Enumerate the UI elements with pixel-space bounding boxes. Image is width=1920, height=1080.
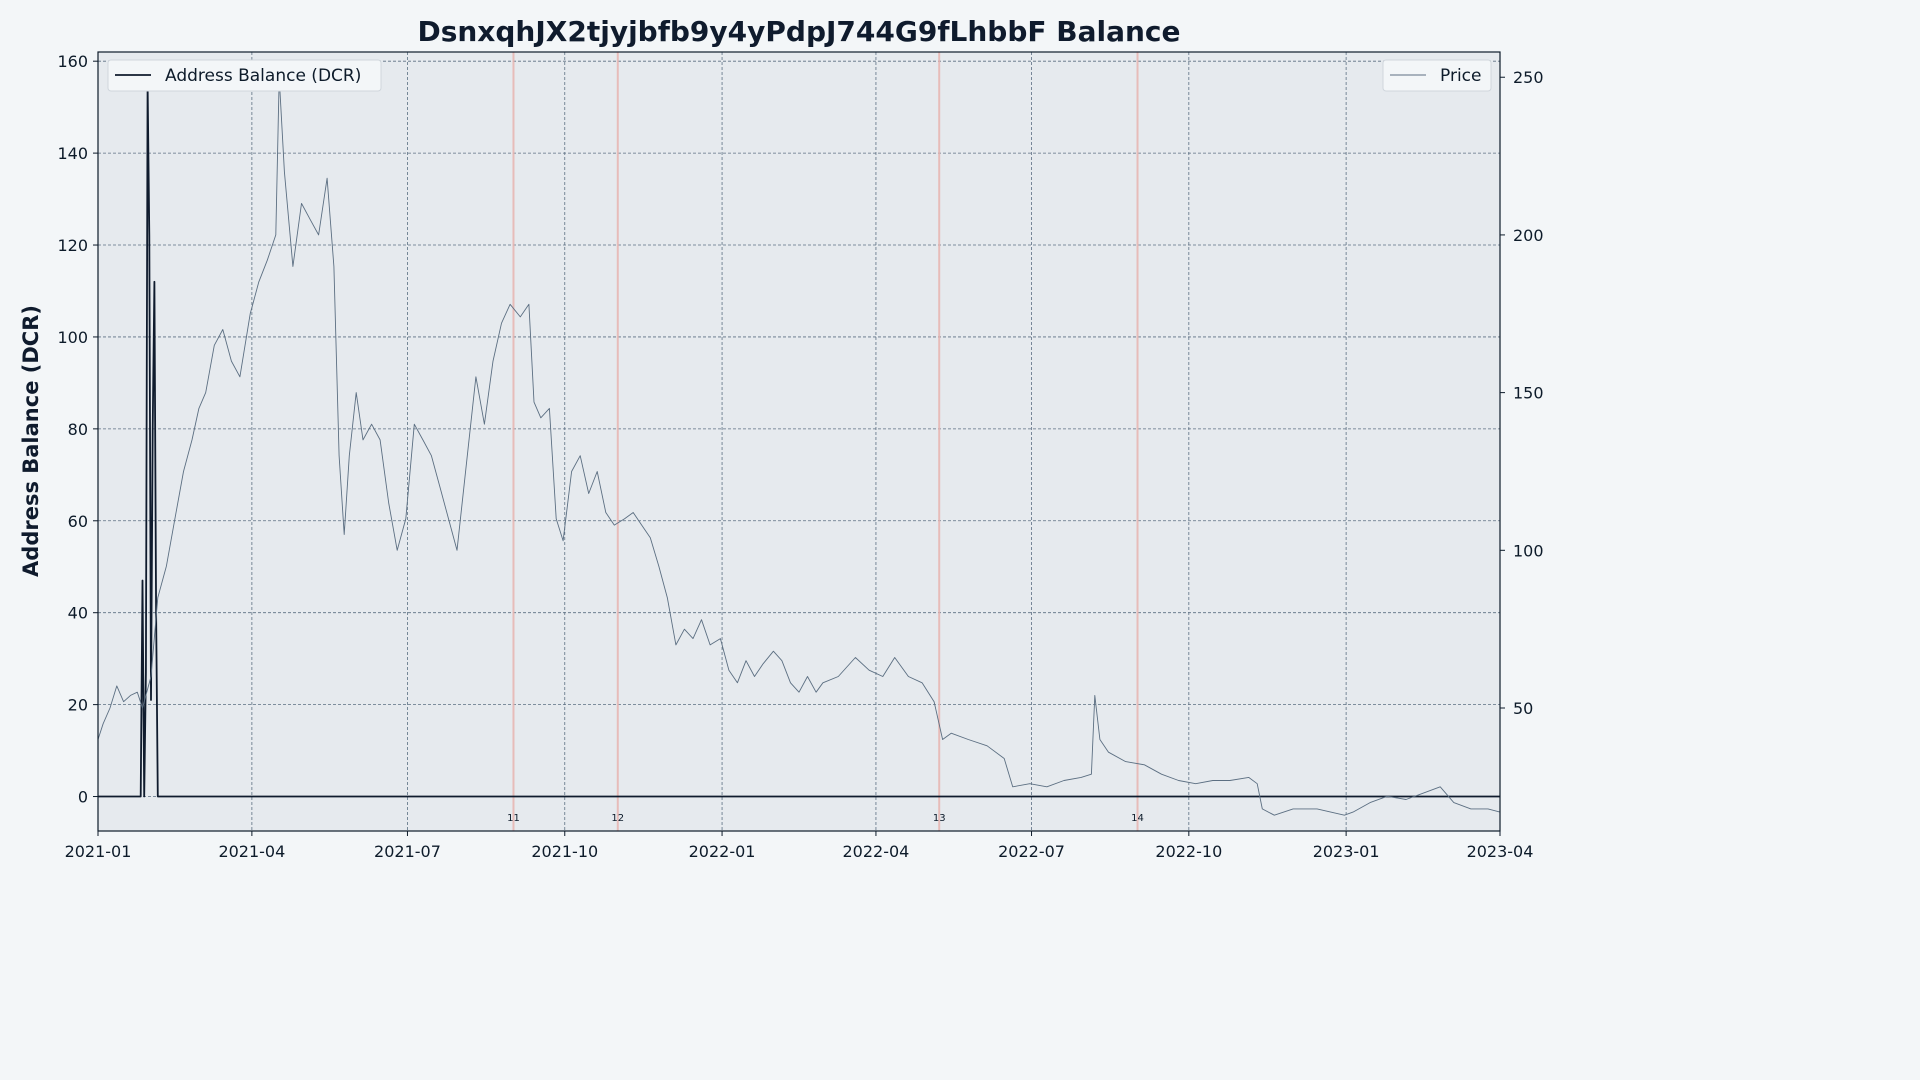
y-tick-label: 140 — [57, 144, 88, 163]
right-y-tick-label: 100 — [1513, 541, 1544, 560]
x-tick-label: 2021-04 — [218, 842, 285, 861]
event-markers: 11 12 13 14 — [507, 52, 1144, 831]
x-tick-label: 2022-07 — [998, 842, 1065, 861]
series-lines — [97, 76, 1501, 816]
x-tick-label: 2022-10 — [1155, 842, 1222, 861]
y-tick-label: 80 — [68, 420, 88, 439]
legend-balance: Address Balance (DCR) — [107, 59, 382, 92]
y-tick-label: 160 — [57, 52, 88, 71]
x-tick-label: 2022-04 — [843, 842, 910, 861]
legend-price: Price — [1382, 59, 1492, 92]
y-tick-label: 20 — [68, 696, 88, 715]
left-y-axis: 0 20 40 60 80 100 120 140 160 — [57, 52, 98, 807]
legend-balance-label: Address Balance (DCR) — [165, 66, 361, 86]
x-tick-label: 2021-07 — [374, 842, 441, 861]
event-marker-label: 14 — [1131, 813, 1144, 824]
x-tick-label: 2022-01 — [689, 842, 756, 861]
event-marker-label: 13 — [933, 813, 946, 824]
right-y-axis: 50 100 150 200 250 — [1500, 68, 1544, 718]
y-tick-label: 60 — [68, 512, 88, 531]
x-tick-label: 2023-04 — [1467, 842, 1534, 861]
event-marker-label: 11 — [507, 813, 520, 824]
plot-frame — [97, 51, 1501, 832]
x-tick-label: 2021-10 — [531, 842, 598, 861]
y-tick-label: 0 — [78, 788, 88, 807]
right-y-tick-label: 250 — [1513, 68, 1544, 87]
right-y-tick-label: 50 — [1513, 699, 1533, 718]
x-tick-label: 2021-01 — [65, 842, 132, 861]
y-axis-label: Address Balance (DCR) — [19, 305, 43, 577]
chart-title: DsnxqhJX2tjyjbfb9y4yPdpJ744G9fLhbbF Bala… — [417, 15, 1180, 48]
legend-price-label: Price — [1440, 66, 1481, 86]
right-y-tick-label: 200 — [1513, 226, 1544, 245]
y-tick-label: 100 — [57, 328, 88, 347]
y-tick-label: 40 — [68, 604, 88, 623]
x-tick-label: 2023-01 — [1313, 842, 1380, 861]
y-tick-label: 120 — [57, 236, 88, 255]
plot-area — [98, 52, 1500, 831]
event-marker-label: 12 — [611, 813, 624, 824]
right-y-tick-label: 150 — [1513, 384, 1544, 403]
price-line — [97, 76, 1501, 816]
x-axis: 2021-01 2021-04 2021-07 2021-10 2022-01 2022-… — [65, 831, 1534, 861]
balance-chart: 11 12 13 14 0 20 40 60 80 100 120 140 160 50 100 150 2… — [19, 15, 1544, 861]
